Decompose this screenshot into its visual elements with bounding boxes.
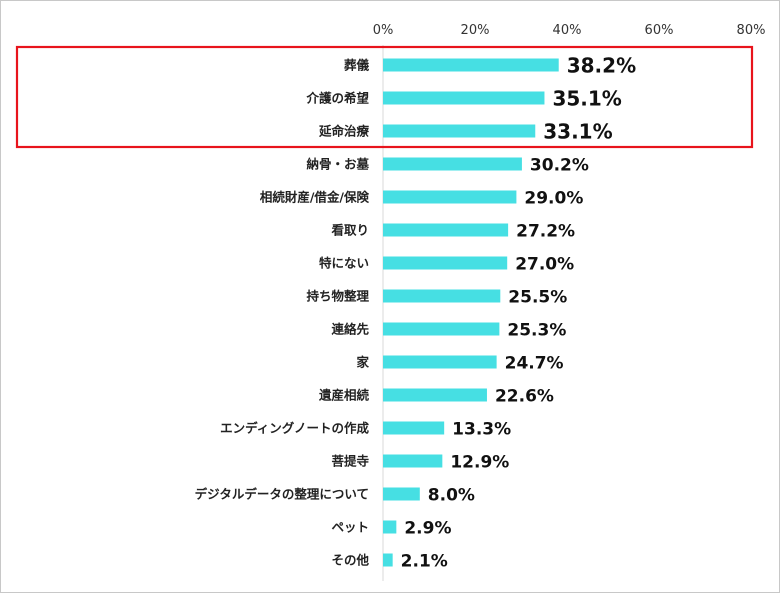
bar xyxy=(383,322,500,336)
value-label: 25.3% xyxy=(507,321,566,341)
bar xyxy=(383,124,536,138)
x-tick-label: 60% xyxy=(645,23,674,38)
bar xyxy=(383,487,420,501)
category-label: 連絡先 xyxy=(331,322,369,337)
value-label: 38.2% xyxy=(567,54,636,78)
value-label: 30.2% xyxy=(530,156,589,176)
value-label: 35.1% xyxy=(552,87,621,111)
bar xyxy=(383,454,443,468)
x-tick-label: 80% xyxy=(737,23,766,38)
category-label: 特にない xyxy=(319,256,369,271)
value-label: 2.1% xyxy=(401,552,448,572)
bar xyxy=(383,190,517,204)
bar xyxy=(383,157,522,171)
category-label: 相続財産/借金/保険 xyxy=(260,190,370,205)
value-label: 25.5% xyxy=(508,288,567,308)
value-label: 33.1% xyxy=(543,120,612,144)
category-label: その他 xyxy=(331,553,369,568)
value-label: 12.9% xyxy=(450,453,509,473)
bar xyxy=(383,520,397,534)
highlight-box xyxy=(15,45,754,149)
value-label: 13.3% xyxy=(452,420,511,440)
x-tick-label: 40% xyxy=(553,23,582,38)
category-label: 菩提寺 xyxy=(331,454,369,469)
category-label: 延命治療 xyxy=(318,124,370,139)
value-label: 27.0% xyxy=(515,255,574,275)
bar xyxy=(383,58,559,72)
category-label: エンディングノートの作成 xyxy=(220,421,369,436)
value-label: 24.7% xyxy=(505,354,564,374)
category-label: ペット xyxy=(331,520,369,535)
bar xyxy=(383,223,509,237)
value-label: 27.2% xyxy=(516,222,575,242)
category-label: 持ち物整理 xyxy=(306,289,369,304)
category-label: 納骨・お墓 xyxy=(306,157,369,172)
category-label: 遺産相続 xyxy=(318,388,370,403)
bar xyxy=(383,256,508,270)
bar xyxy=(383,355,497,369)
value-label: 29.0% xyxy=(524,189,583,209)
bar xyxy=(383,91,545,105)
bar xyxy=(383,388,487,402)
category-label: 葬儀 xyxy=(344,58,370,73)
bar xyxy=(383,289,501,303)
x-tick-label: 0% xyxy=(373,23,394,38)
category-label: 家 xyxy=(356,355,369,370)
value-label: 22.6% xyxy=(495,387,554,407)
bar xyxy=(383,553,393,567)
category-label: 看取り xyxy=(331,223,369,238)
bar xyxy=(383,421,445,435)
value-label: 8.0% xyxy=(428,486,475,506)
x-tick-label: 20% xyxy=(461,23,490,38)
value-label: 2.9% xyxy=(404,519,451,539)
category-label: デジタルデータの整理について xyxy=(195,487,369,502)
category-label: 介護の希望 xyxy=(305,91,369,106)
